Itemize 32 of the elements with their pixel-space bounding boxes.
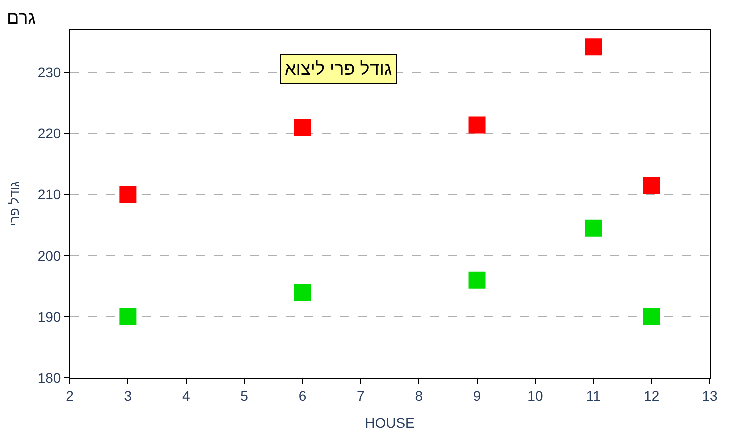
point xyxy=(643,308,660,326)
point xyxy=(468,116,486,134)
y-axis-title: גודל פרי xyxy=(6,181,22,226)
y-tick-label: 210 xyxy=(38,186,62,203)
y-tick-label: 200 xyxy=(38,248,62,264)
y-tick-label: 230 xyxy=(38,64,62,81)
x-tick-label: 4 xyxy=(182,388,190,404)
point xyxy=(120,308,137,326)
x-tick-label: 8 xyxy=(415,388,424,404)
point xyxy=(468,272,486,289)
point xyxy=(294,119,312,136)
point xyxy=(120,186,137,204)
x-tick-label: 5 xyxy=(240,388,249,404)
x-tick-label: 2 xyxy=(66,388,74,404)
text: גרם xyxy=(7,8,36,28)
x-tick-label: 3 xyxy=(124,388,132,404)
point xyxy=(585,38,602,56)
x-tick-label: 7 xyxy=(357,388,366,404)
y-tick-label: 190 xyxy=(38,308,62,325)
x-tick-label: 12 xyxy=(644,388,660,404)
point xyxy=(585,220,602,237)
y-tick-label: 220 xyxy=(38,126,62,142)
point xyxy=(294,284,312,302)
y-tick-label: 180 xyxy=(38,370,62,386)
text: גודל פרי ליצוא xyxy=(285,59,392,79)
x-tick-label: 6 xyxy=(298,388,307,404)
point xyxy=(643,177,660,194)
x-tick-label: 13 xyxy=(702,388,718,404)
x-tick-label: 10 xyxy=(528,388,544,404)
x-axis-title: HOUSE xyxy=(365,415,415,432)
x-tick-label: 9 xyxy=(473,388,482,404)
x-tick-label: 11 xyxy=(586,388,602,404)
